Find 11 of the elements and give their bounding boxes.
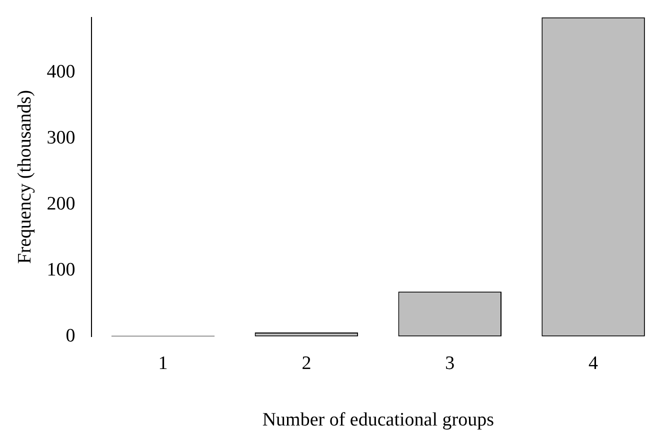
y-tick-label: 300 <box>46 128 76 149</box>
x-axis-title: Number of educational groups <box>262 410 494 431</box>
y-tick-label: 100 <box>46 259 76 280</box>
y-axis-title: Frequency (thousands) <box>14 90 36 264</box>
y-tick-label: 400 <box>46 62 76 83</box>
x-tick-label: 4 <box>588 352 599 374</box>
y-tick-label: 0 <box>66 325 76 346</box>
y-tick-label: 200 <box>46 194 76 215</box>
x-tick-label: 3 <box>445 352 455 374</box>
x-tick-label: 1 <box>158 352 168 374</box>
x-tick-label: 2 <box>302 352 312 374</box>
